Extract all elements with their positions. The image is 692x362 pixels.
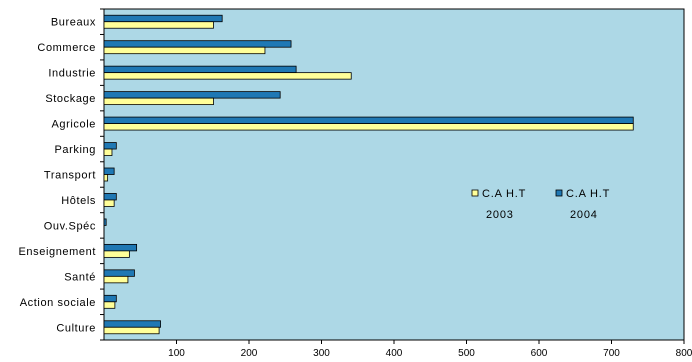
bar-2004-2 [103, 65, 297, 74]
bar-2003-11 [103, 301, 116, 309]
bar-2003-6 [103, 174, 109, 182]
bar-2004-8 [103, 218, 107, 226]
category-label: Santé [64, 271, 96, 283]
bar-2004-3 [103, 91, 281, 99]
category-label: Industrie [48, 68, 96, 80]
category-label: Culture [56, 322, 96, 334]
x-tick-label: 500 [458, 348, 475, 359]
legend-label: C.A H.T [482, 188, 526, 200]
bar-2004-10 [103, 269, 135, 277]
bar-2004-4 [103, 116, 634, 124]
bar-2003-1 [103, 46, 266, 55]
category-label: Action sociale [20, 297, 96, 309]
x-tick-label: 800 [676, 348, 692, 359]
axes-group [100, 8, 685, 344]
bar-2003-9 [103, 250, 130, 258]
bar-2003-10 [103, 275, 129, 284]
bar-2004-9 [103, 243, 138, 252]
x-tick-label: 600 [531, 348, 548, 359]
bar-2004-1 [103, 40, 292, 48]
category-label: Commerce [37, 42, 96, 54]
category-label: Hôtels [61, 195, 96, 207]
bar-2004-6 [103, 167, 115, 175]
bar-2004-7 [103, 193, 117, 201]
category-label: Agricole [51, 119, 96, 131]
legend-swatch [555, 189, 563, 197]
bar-2003-7 [103, 199, 115, 207]
bar-2003-5 [103, 148, 113, 156]
bar-2003-3 [103, 97, 214, 106]
bar-2003-2 [103, 72, 352, 80]
x-tick-label: 100 [168, 348, 185, 359]
legend-label: C.A H.T [566, 188, 610, 200]
bar-2004-0 [103, 14, 223, 23]
category-label: Stockage [45, 93, 96, 105]
x-tick-label: 200 [241, 348, 258, 359]
bar-2003-4 [103, 123, 634, 131]
x-tick-label: 300 [313, 348, 330, 359]
x-tick-label: 700 [603, 348, 620, 359]
bar-2004-5 [103, 142, 117, 150]
plot-area [103, 8, 685, 341]
bar-2004-11 [103, 294, 117, 303]
legend-year: 2004 [570, 209, 598, 221]
category-label: Parking [55, 144, 97, 156]
category-label: Transport [44, 170, 96, 182]
category-label: Bureaux [51, 17, 96, 29]
x-tick-label: 400 [386, 348, 403, 359]
category-label: Enseignement [18, 246, 96, 258]
bar-2003-0 [103, 21, 214, 29]
legend-swatch [471, 189, 479, 197]
bars-group [103, 14, 634, 335]
bar-2004-12 [103, 320, 161, 328]
legend-year: 2003 [486, 209, 514, 221]
x-tick-labels: 100 200 300 400 500 600 700 800 [168, 348, 692, 359]
category-labels: Bureaux Commerce Industrie Stockage Agricole… [18, 17, 97, 335]
legend: C.A H.T 2003 C.A H.T 2004 [471, 188, 610, 221]
category-label: Ouv.Spéc [44, 220, 96, 232]
bar-2003-12 [103, 326, 160, 335]
